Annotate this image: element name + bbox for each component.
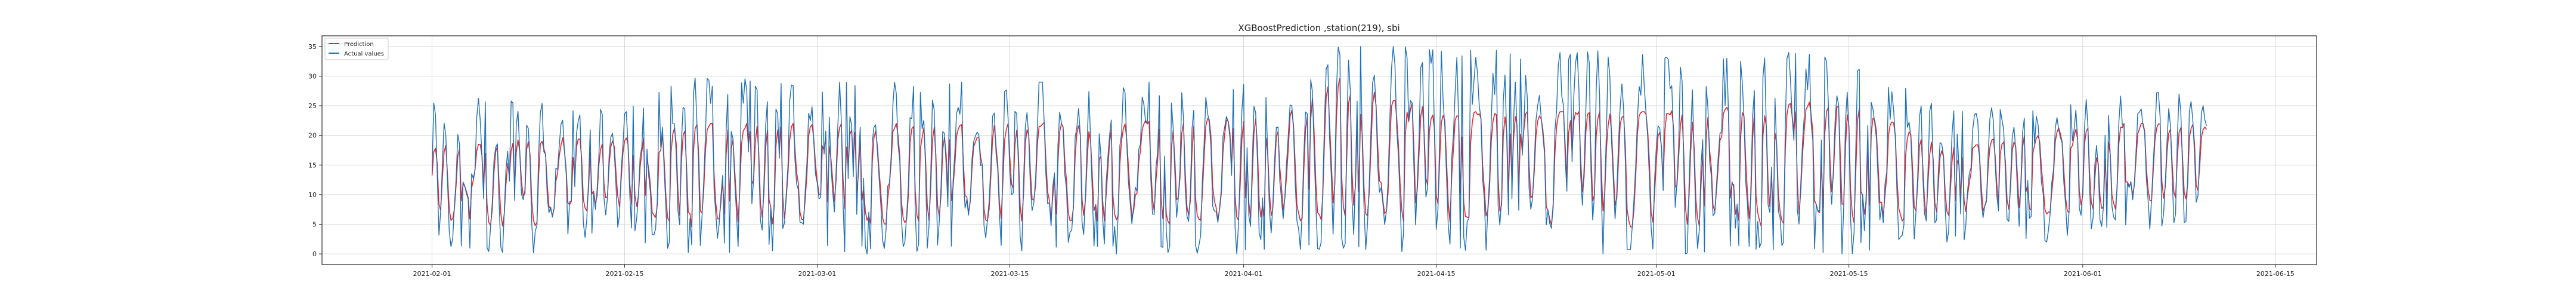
y-tick-label: 35 bbox=[308, 43, 317, 51]
y-tick-label: 5 bbox=[312, 221, 317, 229]
x-tick-label: 2021-06-01 bbox=[2064, 270, 2102, 278]
series-line-actual-values bbox=[431, 46, 2207, 254]
x-tick-label: 2021-03-01 bbox=[798, 270, 837, 278]
y-tick-label: 10 bbox=[308, 191, 317, 199]
x-tick-label: 2021-04-15 bbox=[1417, 270, 1456, 278]
x-tick-label: 2021-06-15 bbox=[2256, 270, 2295, 278]
chart-legend: Prediction Actual values bbox=[324, 38, 389, 60]
y-tick-label: 15 bbox=[308, 161, 317, 169]
legend-label-prediction: Prediction bbox=[344, 41, 374, 48]
plot-frame bbox=[321, 35, 2317, 265]
plot-series bbox=[431, 46, 2207, 254]
axes: 0 5 10 15 20 25 30 35 2021-02-01 2021-02-15 2021-0… bbox=[308, 43, 2295, 278]
y-tick-label: 25 bbox=[308, 102, 317, 110]
x-tick-label: 2021-05-01 bbox=[1637, 270, 1676, 278]
y-tick-label: 0 bbox=[312, 250, 317, 258]
legend-label-actual: Actual values bbox=[344, 51, 384, 57]
legend-box bbox=[324, 38, 389, 60]
y-tick-label: 20 bbox=[308, 132, 317, 140]
x-tick-label: 2021-02-01 bbox=[413, 270, 451, 278]
grid-lines bbox=[322, 36, 2317, 265]
x-tick-label: 2021-04-01 bbox=[1225, 270, 1263, 278]
x-tick-label: 2021-05-15 bbox=[1830, 270, 1868, 278]
x-tick-label: 2021-02-15 bbox=[606, 270, 644, 278]
x-tick-label: 2021-03-15 bbox=[990, 270, 1029, 278]
chart-title: XGBoostPrediction ,station(219), sbi bbox=[1238, 23, 1400, 33]
y-tick-label: 30 bbox=[308, 72, 317, 80]
